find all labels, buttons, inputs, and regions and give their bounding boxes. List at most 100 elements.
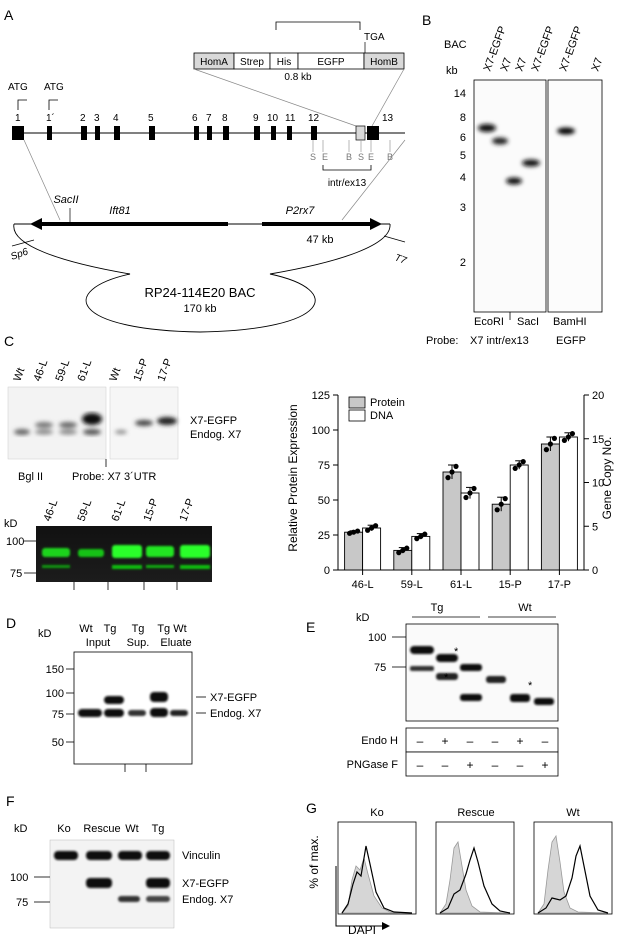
wband-c-1a bbox=[42, 548, 70, 557]
band-e-6 bbox=[534, 698, 554, 705]
dot-protein-59-L-2 bbox=[404, 545, 410, 551]
marker-e-100: 100 bbox=[368, 632, 386, 644]
lane-f-rescue: Rescue bbox=[83, 823, 120, 835]
exon-7 bbox=[207, 126, 212, 140]
marker-4: 4 bbox=[460, 172, 466, 184]
blot-e-bands bbox=[410, 646, 554, 705]
dot-protein-17-P-0 bbox=[543, 447, 550, 453]
t7-arrow bbox=[383, 235, 406, 243]
lane-f-tg: Tg bbox=[152, 823, 165, 835]
band-d-4a bbox=[150, 692, 168, 702]
dot-dna-59-L-2 bbox=[422, 531, 428, 537]
exon-num-3: 3 bbox=[94, 113, 100, 124]
ytick-label-1: 25 bbox=[318, 530, 330, 542]
construct-line-right bbox=[371, 68, 405, 127]
exon-numbers: 1 1´ 2 3 4 5 6 7 8 9 10 11 12 13 bbox=[15, 112, 394, 124]
chart-ylabel: Relative Protein Expression bbox=[286, 404, 300, 551]
panel-letter-e: E bbox=[306, 619, 315, 635]
egfp-bracket bbox=[275, 21, 361, 30]
marker-d-150: 150 bbox=[46, 664, 64, 676]
atg-1: ATG bbox=[8, 82, 28, 93]
ytick-label-2: 50 bbox=[318, 495, 330, 507]
lane-d-tg2: Tg bbox=[132, 623, 145, 635]
endoh-mark-5: + bbox=[516, 734, 523, 748]
wband-c-3b bbox=[112, 565, 142, 569]
chart-y2ticks: 0 5 10 15 20 bbox=[584, 390, 604, 577]
band-c-3 bbox=[35, 429, 53, 435]
dot-dna-59-L-1 bbox=[418, 533, 424, 540]
site-s1: S bbox=[310, 152, 316, 162]
ift81-label: Ift81 bbox=[109, 205, 130, 217]
band-f-vinc-3 bbox=[118, 851, 142, 860]
exon-1b bbox=[47, 126, 52, 140]
xtick-label-46-L: 46-L bbox=[352, 579, 374, 591]
band-e-2a bbox=[436, 654, 458, 662]
band-f-egfp-4 bbox=[146, 878, 170, 888]
g-axes-arrow bbox=[335, 866, 384, 927]
exon-num-11: 11 bbox=[285, 113, 296, 124]
exon-4 bbox=[114, 126, 120, 140]
wband-c-5b bbox=[180, 565, 210, 569]
lane-b-2: X7 bbox=[499, 56, 515, 73]
exon-num-13: 13 bbox=[382, 113, 394, 124]
endoh-mark-1: – bbox=[417, 734, 424, 748]
band-c-10 bbox=[157, 417, 177, 425]
y2tick-label-1: 5 bbox=[592, 521, 598, 533]
site-b2: B bbox=[387, 152, 393, 162]
bar-protein-15-P bbox=[491, 503, 511, 571]
band-b-2 bbox=[492, 137, 508, 145]
dot-protein-46-L-2 bbox=[355, 528, 361, 534]
panel-letter-c: C bbox=[4, 333, 14, 349]
wband-c-3a bbox=[112, 545, 142, 558]
marker-e-75: 75 bbox=[374, 662, 386, 674]
insert-box bbox=[355, 125, 366, 141]
band-d-2a bbox=[104, 696, 124, 704]
band-e-1b bbox=[410, 666, 434, 671]
band-c-6 bbox=[82, 413, 102, 425]
wband-c-4a bbox=[146, 546, 174, 557]
dot-protein-15-P-1 bbox=[498, 501, 504, 507]
band-c-7 bbox=[83, 429, 101, 435]
dot-protein-61-L-0 bbox=[445, 475, 451, 481]
bar-dna-15-P bbox=[509, 464, 529, 571]
homb-label: HomB bbox=[370, 57, 398, 68]
pngase-mark-2: – bbox=[442, 758, 449, 772]
kd-label-c: kD bbox=[4, 518, 18, 530]
dot-dna-17-P-1 bbox=[565, 434, 572, 440]
exon-1 bbox=[12, 126, 24, 140]
hist-rescue-sample bbox=[439, 845, 511, 914]
xtick-label-15-P: 15-P bbox=[499, 579, 522, 591]
hist-wt-sample bbox=[537, 843, 609, 914]
blot-f-bands bbox=[54, 851, 170, 902]
hist-ko-sample bbox=[341, 845, 413, 914]
dot-dna-59-L-0 bbox=[414, 536, 420, 542]
band-d-3 bbox=[128, 710, 146, 716]
xtick-label-59-L: 59-L bbox=[401, 579, 423, 591]
dot-dna-46-L-2 bbox=[373, 523, 379, 529]
pngase-mark-1: – bbox=[417, 758, 424, 772]
exon-9 bbox=[254, 126, 260, 140]
enzyme-ecori: EcoRI bbox=[474, 316, 504, 328]
band-f-endog-4 bbox=[146, 896, 170, 902]
wlane-c-4: 15-P bbox=[142, 497, 161, 523]
his-label: His bbox=[277, 57, 291, 68]
y2tick-label-2: 10 bbox=[592, 478, 604, 490]
marker-3: 3 bbox=[460, 202, 466, 214]
exon-10 bbox=[271, 126, 276, 140]
xtick-label-61-L: 61-L bbox=[450, 579, 472, 591]
site-ticks bbox=[312, 140, 391, 152]
wlane-c-3: 61-L bbox=[110, 498, 129, 523]
band-c-2 bbox=[35, 422, 53, 428]
panel-a: A HomA Strep His EGFP HomB 0.8 kb TGA AT… bbox=[4, 7, 408, 333]
exon-num-8: 8 bbox=[222, 113, 228, 124]
bac-name: RP24-114E20 BAC bbox=[144, 285, 255, 300]
endoh-mark-6: – bbox=[542, 734, 549, 748]
restriction-sites: S E B S E B bbox=[310, 152, 393, 162]
exon-num-6: 6 bbox=[192, 113, 198, 124]
panel-letter-a: A bbox=[4, 7, 14, 23]
bar-protein-61-L bbox=[442, 471, 462, 571]
wband-c-1b bbox=[42, 565, 70, 568]
bar-dna-46-L bbox=[362, 527, 382, 571]
pngase-row bbox=[405, 751, 559, 777]
band-f-label-endog: Endog. X7 bbox=[182, 894, 233, 906]
